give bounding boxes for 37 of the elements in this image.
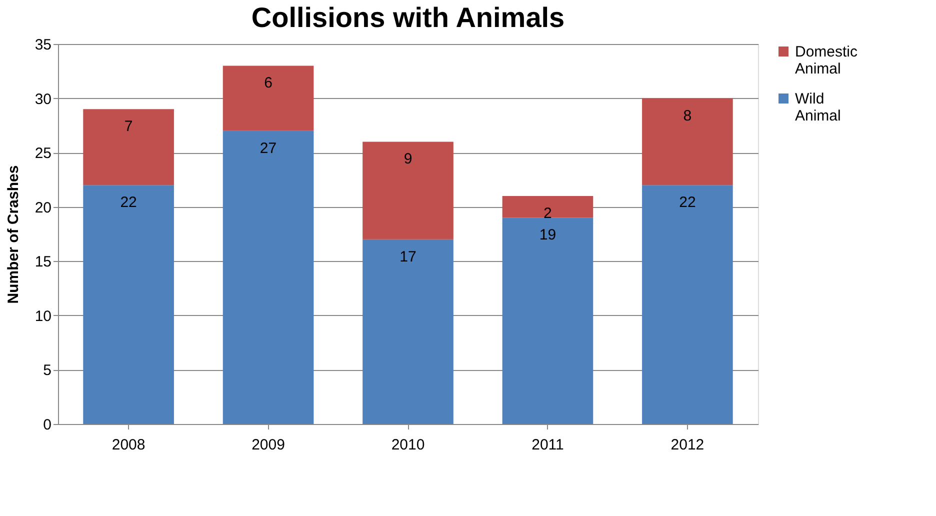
bar <box>362 142 454 240</box>
y-tick-label: 15 <box>34 254 52 271</box>
legend-label: Wild Animal <box>795 90 841 124</box>
chart-title: Collisions with Animals <box>251 2 565 33</box>
data-label: 6 <box>264 74 272 92</box>
data-label: 7 <box>124 118 133 136</box>
x-tick-label: 2009 <box>252 436 285 454</box>
y-axis-title: Number of Crashes <box>4 165 22 304</box>
data-label: 22 <box>679 194 696 212</box>
x-tick-label: 2008 <box>112 436 146 454</box>
x-tick-label: 2010 <box>391 436 425 454</box>
bar <box>222 66 314 131</box>
y-tick-label: 35 <box>34 36 52 54</box>
bar <box>222 130 314 424</box>
data-label: 27 <box>260 140 277 157</box>
bar <box>83 109 174 186</box>
bar <box>83 185 174 424</box>
y-tick-label: 30 <box>34 90 52 108</box>
x-tick-label: 2012 <box>670 436 704 454</box>
bar <box>502 196 594 218</box>
y-tick-label: 5 <box>43 362 52 380</box>
bar <box>362 239 454 424</box>
data-label: 9 <box>404 150 412 168</box>
y-tick-label: 20 <box>34 199 52 216</box>
bar <box>642 185 733 424</box>
y-tick-label: 10 <box>34 308 52 325</box>
y-tick-label: 0 <box>43 416 52 434</box>
data-label: 19 <box>539 226 556 244</box>
data-label: 17 <box>400 248 416 266</box>
data-label: 8 <box>683 107 692 124</box>
x-tick-label: 2011 <box>532 436 564 454</box>
legend-label: Domestic Animal <box>795 44 858 78</box>
y-tick-label: 25 <box>34 145 52 162</box>
bar <box>502 218 594 424</box>
bar <box>642 98 733 186</box>
data-label: 2 <box>544 205 552 222</box>
data-label: 22 <box>120 194 137 212</box>
